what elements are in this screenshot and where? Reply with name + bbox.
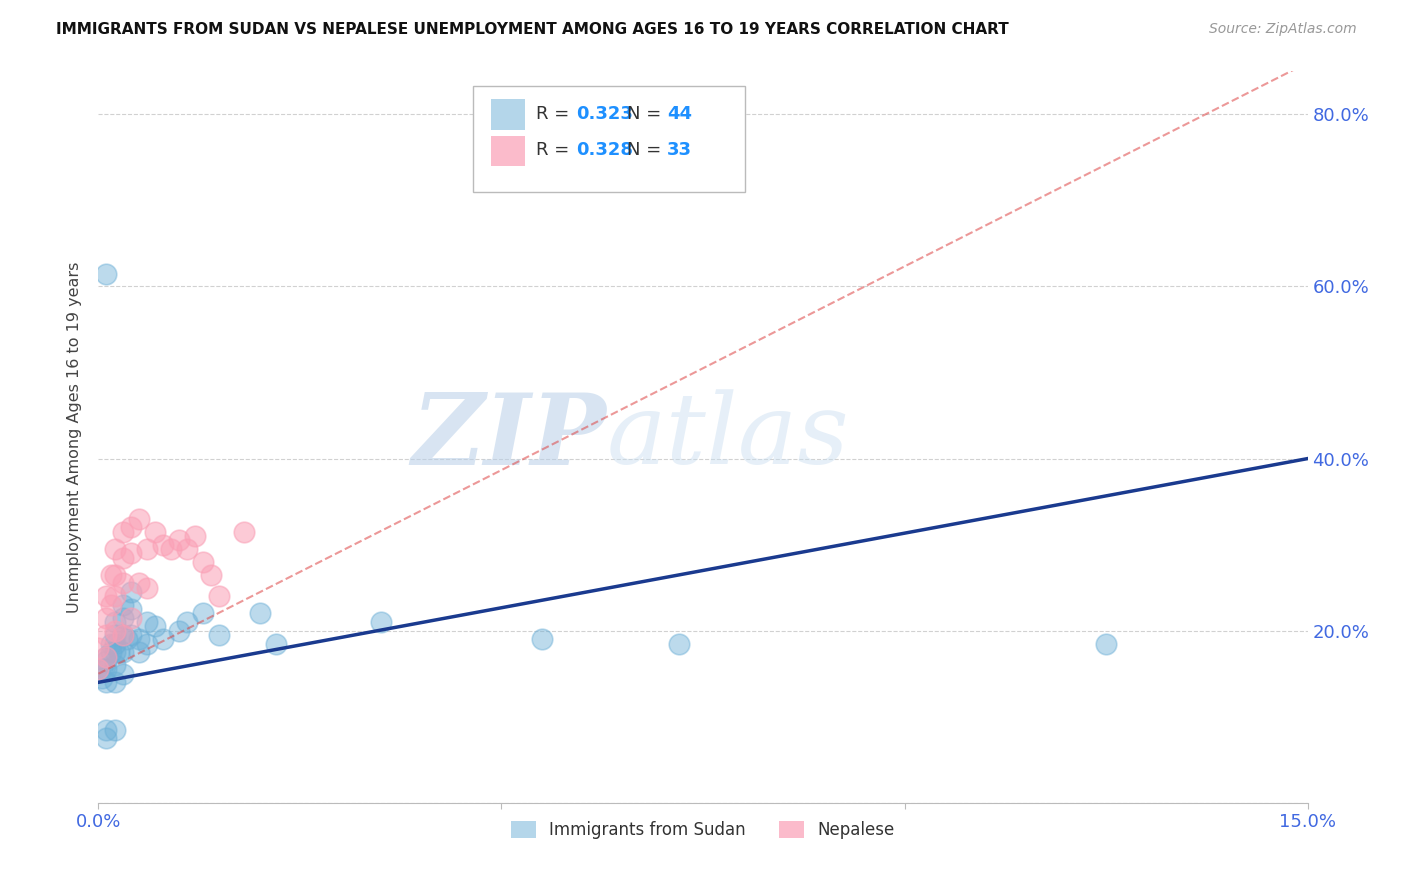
- Point: [193, 607, 215, 621]
- Point: [111, 524, 134, 539]
- Point: [111, 598, 134, 612]
- Point: [120, 585, 142, 599]
- Point: [120, 628, 142, 642]
- FancyBboxPatch shape: [474, 86, 745, 192]
- Y-axis label: Unemployment Among Ages 16 to 19 years: Unemployment Among Ages 16 to 19 years: [67, 261, 83, 613]
- Point: [111, 628, 134, 642]
- Point: [200, 567, 222, 582]
- Text: atlas: atlas: [606, 390, 849, 484]
- Point: [249, 607, 271, 621]
- Point: [96, 628, 118, 642]
- Point: [103, 589, 125, 603]
- Point: [103, 658, 125, 673]
- Point: [91, 671, 114, 685]
- Point: [111, 576, 134, 591]
- Point: [103, 615, 125, 629]
- Point: [111, 628, 134, 642]
- Point: [1095, 637, 1118, 651]
- FancyBboxPatch shape: [492, 99, 526, 130]
- Text: IMMIGRANTS FROM SUDAN VS NEPALESE UNEMPLOYMENT AMONG AGES 16 TO 19 YEARS CORRELA: IMMIGRANTS FROM SUDAN VS NEPALESE UNEMPL…: [56, 22, 1010, 37]
- Point: [208, 628, 231, 642]
- Point: [128, 576, 150, 591]
- Point: [120, 611, 142, 625]
- Text: N =: N =: [627, 141, 666, 160]
- Point: [103, 567, 125, 582]
- Point: [96, 649, 118, 664]
- Point: [232, 524, 254, 539]
- Point: [120, 520, 142, 534]
- Point: [668, 637, 690, 651]
- Point: [167, 624, 190, 638]
- Point: [115, 632, 138, 647]
- Point: [530, 632, 553, 647]
- Point: [91, 662, 114, 676]
- Point: [96, 267, 118, 281]
- Text: 0.328: 0.328: [576, 141, 633, 160]
- Point: [143, 619, 166, 633]
- Point: [100, 645, 122, 659]
- Text: R =: R =: [536, 141, 575, 160]
- Point: [100, 598, 122, 612]
- Text: Source: ZipAtlas.com: Source: ZipAtlas.com: [1209, 22, 1357, 37]
- Point: [96, 589, 118, 603]
- Point: [96, 611, 118, 625]
- Point: [160, 541, 183, 556]
- Point: [143, 524, 166, 539]
- Text: 33: 33: [666, 141, 692, 160]
- Point: [87, 662, 110, 676]
- Point: [100, 637, 122, 651]
- Point: [103, 723, 125, 737]
- Point: [96, 654, 118, 668]
- Text: R =: R =: [536, 104, 575, 123]
- Point: [152, 538, 174, 552]
- Point: [135, 615, 157, 629]
- Point: [128, 512, 150, 526]
- Point: [128, 645, 150, 659]
- Text: ZIP: ZIP: [412, 389, 606, 485]
- Point: [87, 640, 110, 655]
- Text: 0.323: 0.323: [576, 104, 633, 123]
- Point: [96, 649, 118, 664]
- Point: [176, 615, 198, 629]
- Point: [135, 541, 157, 556]
- Point: [96, 731, 118, 746]
- Point: [100, 567, 122, 582]
- Point: [96, 675, 118, 690]
- Point: [111, 666, 134, 681]
- Point: [135, 637, 157, 651]
- Point: [111, 645, 134, 659]
- Point: [96, 662, 118, 676]
- Point: [103, 645, 125, 659]
- Point: [208, 589, 231, 603]
- Point: [111, 550, 134, 565]
- Point: [264, 637, 287, 651]
- Point: [103, 541, 125, 556]
- Point: [152, 632, 174, 647]
- Point: [120, 602, 142, 616]
- Point: [193, 555, 215, 569]
- FancyBboxPatch shape: [492, 136, 526, 167]
- Point: [120, 546, 142, 560]
- Point: [135, 581, 157, 595]
- Point: [103, 628, 125, 642]
- Point: [167, 533, 190, 548]
- Legend: Immigrants from Sudan, Nepalese: Immigrants from Sudan, Nepalese: [505, 814, 901, 846]
- Point: [96, 723, 118, 737]
- Point: [370, 615, 392, 629]
- Point: [111, 611, 134, 625]
- Point: [128, 632, 150, 647]
- Text: 44: 44: [666, 104, 692, 123]
- Text: N =: N =: [627, 104, 666, 123]
- Point: [184, 529, 207, 543]
- Point: [107, 645, 129, 659]
- Point: [176, 541, 198, 556]
- Point: [103, 675, 125, 690]
- Point: [103, 637, 125, 651]
- Point: [103, 624, 125, 638]
